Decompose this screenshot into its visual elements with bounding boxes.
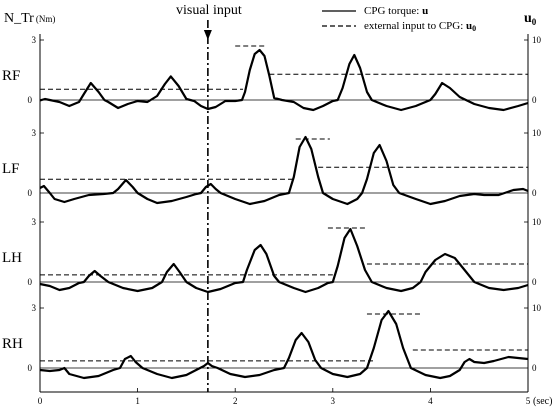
right-tick-label: 0 [532,95,537,105]
left-tick-label: 0 [28,277,33,287]
right-axis-title: u0 [524,11,537,27]
left-axis-title: N_Tr (Nm) [4,11,55,26]
right-tick-label: 0 [532,188,537,198]
torque-curve [39,227,529,294]
panel-rf: 0 3 0 10 RF [2,35,542,112]
panels-group: 0 3 0 10 RF 0 3 0 10 LF 0 3 0 10 LH 0 3 0 10 RH [2,34,542,393]
x-axis-unit: (sec) [533,396,552,407]
legend: CPG torque: u external input to CPG: u0 [322,5,476,33]
panel-label: RH [2,336,23,352]
panel-rh: 0 3 0 10 RH [2,303,542,380]
left-tick-label: 3 [32,217,37,227]
left-tick-label: 3 [32,303,37,313]
panel-label: LH [2,250,22,266]
legend-entry-input: external input to CPG: u0 [364,20,476,33]
legend-entry-torque: CPG torque: u [364,5,428,17]
x-tick-label: 5 [526,396,531,406]
left-tick-label: 0 [28,95,33,105]
right-tick-label: 0 [532,277,537,287]
x-tick-label: 2 [233,396,238,406]
x-tick-label: 3 [331,396,336,406]
visual-input-arrowhead [203,30,212,40]
visual-input-arrow [203,20,212,392]
left-tick-label: 0 [28,188,33,198]
right-tick-label: 10 [532,35,542,45]
torque-curve [39,48,529,112]
left-tick-label: 3 [32,128,37,138]
x-tick-label: 4 [428,396,433,406]
panel-lf: 0 3 0 10 LF [2,128,542,206]
torque-curve [39,309,529,380]
right-tick-label: 10 [532,217,542,227]
right-tick-label: 0 [532,363,537,373]
left-tick-label: 0 [28,363,33,373]
torque-curve [39,135,529,206]
x-axis: 0 1 2 3 4 5 (sec) [38,388,552,407]
left-tick-label: 3 [32,35,37,45]
right-tick-label: 10 [532,128,542,138]
x-tick-label: 1 [135,396,140,406]
panel-label: RF [2,68,20,84]
panel-label: LF [2,161,20,177]
panel-lh: 0 3 0 10 LH [2,217,542,294]
x-tick-label: 0 [38,396,43,406]
right-tick-label: 10 [532,303,542,313]
visual-input-label: visual input [176,3,242,18]
